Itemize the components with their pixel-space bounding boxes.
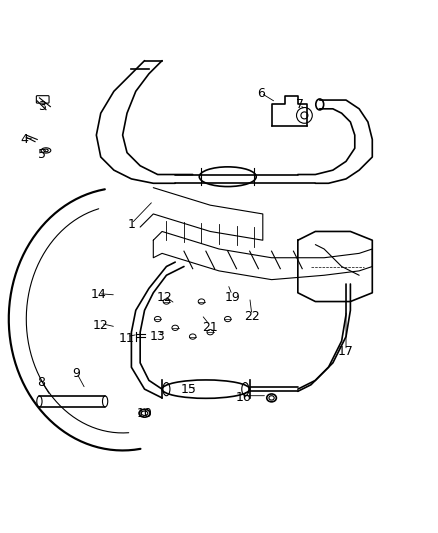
Text: 1: 1 [127, 219, 135, 231]
Text: 10: 10 [137, 407, 152, 419]
Text: 15: 15 [180, 383, 196, 395]
Text: 14: 14 [91, 288, 106, 302]
Text: 7: 7 [296, 98, 304, 111]
Text: 17: 17 [338, 345, 354, 358]
Text: 9: 9 [73, 367, 81, 381]
Text: 11: 11 [119, 332, 135, 345]
Text: 6: 6 [257, 87, 265, 100]
Text: 21: 21 [202, 321, 218, 334]
Text: 12: 12 [93, 319, 109, 332]
Text: 19: 19 [224, 290, 240, 304]
Text: 4: 4 [20, 133, 28, 146]
Text: 12: 12 [156, 290, 172, 304]
Text: 13: 13 [150, 330, 166, 343]
Text: 5: 5 [38, 148, 46, 161]
Text: 8: 8 [38, 376, 46, 389]
Text: 3: 3 [38, 100, 46, 113]
Text: 16: 16 [235, 391, 251, 405]
Text: 22: 22 [244, 310, 260, 324]
